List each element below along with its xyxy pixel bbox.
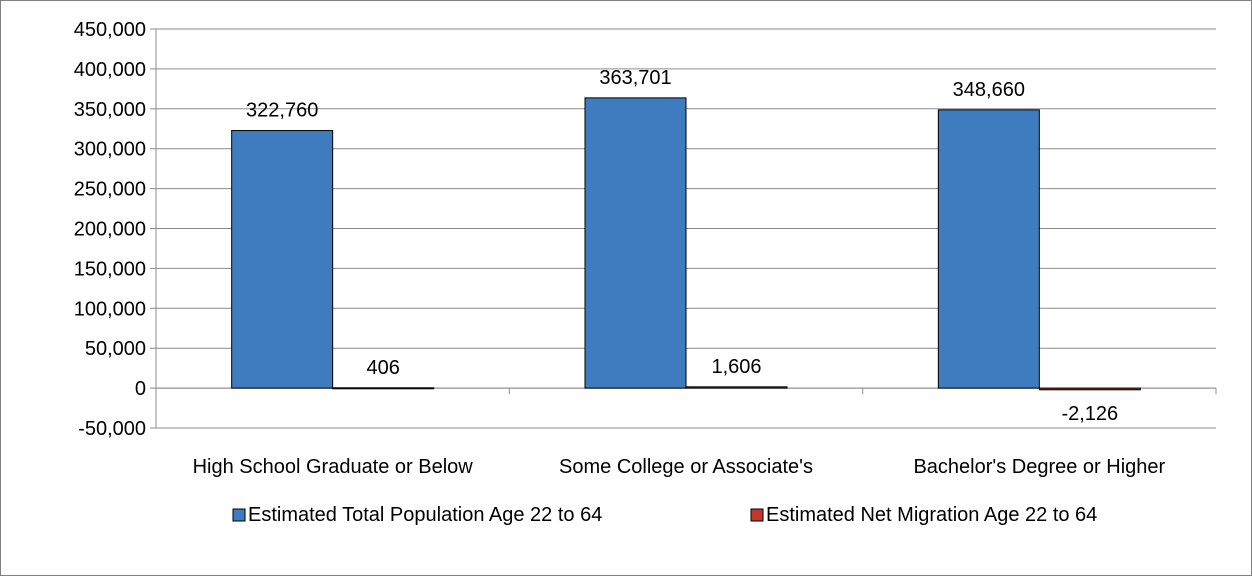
y-tick-label: 450,000 bbox=[74, 19, 146, 41]
y-tick-label: -50,000 bbox=[78, 418, 146, 440]
legend-swatch bbox=[750, 508, 764, 522]
data-label: 322,760 bbox=[246, 100, 318, 122]
data-label: 348,660 bbox=[953, 79, 1025, 101]
y-tick-label: 200,000 bbox=[74, 219, 146, 241]
legend-label: Estimated Net Migration Age 22 to 64 bbox=[766, 504, 1097, 526]
data-label: 363,701 bbox=[599, 67, 671, 89]
x-category-label: Bachelor's Degree or Higher bbox=[913, 456, 1165, 478]
data-label: -2,126 bbox=[1061, 403, 1118, 425]
y-tick-label: 300,000 bbox=[74, 139, 146, 161]
bar-total-population bbox=[231, 130, 334, 389]
data-label: 1,606 bbox=[711, 356, 761, 378]
legend-swatch bbox=[232, 508, 246, 522]
legend-label: Estimated Total Population Age 22 to 64 bbox=[248, 504, 602, 526]
x-category-label: High School Graduate or Below bbox=[193, 456, 474, 478]
x-category-label: Some College or Associate's bbox=[559, 456, 813, 478]
bar-net-migration bbox=[1038, 387, 1141, 391]
y-tick-label: 350,000 bbox=[74, 99, 146, 121]
y-tick-label: 400,000 bbox=[74, 59, 146, 81]
data-label: 406 bbox=[366, 357, 399, 379]
y-tick-label: 0 bbox=[135, 378, 146, 400]
bar-total-population bbox=[937, 109, 1040, 389]
bar-net-migration bbox=[332, 387, 435, 390]
bar-total-population bbox=[584, 97, 687, 389]
y-tick-label: 150,000 bbox=[74, 258, 146, 280]
y-tick-label: 100,000 bbox=[74, 298, 146, 320]
y-tick-label: 50,000 bbox=[85, 338, 146, 360]
y-tick-label: 250,000 bbox=[74, 179, 146, 201]
bar-net-migration bbox=[685, 386, 788, 389]
